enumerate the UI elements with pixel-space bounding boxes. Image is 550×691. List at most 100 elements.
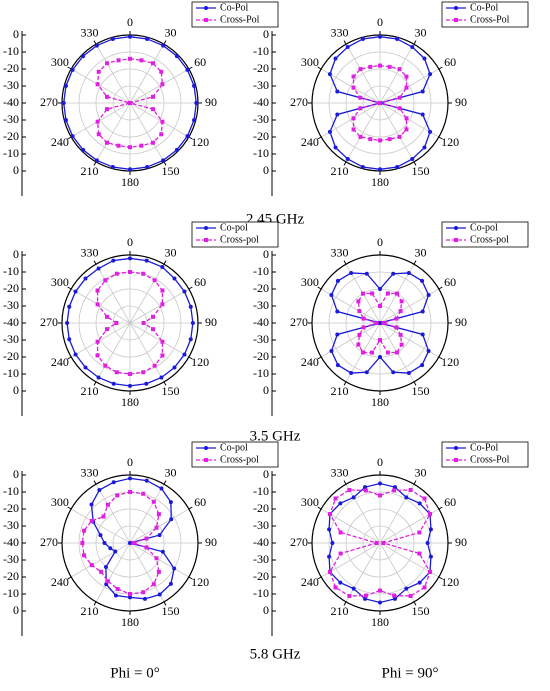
marker (364, 271, 369, 276)
marker (89, 502, 94, 507)
marker (150, 94, 155, 99)
marker (89, 518, 94, 523)
marker (128, 592, 132, 596)
column-label: Phi = 90° (382, 665, 439, 681)
angle-tick (317, 66, 322, 70)
angle-tick (343, 260, 347, 265)
legend-marker (454, 6, 458, 10)
marker (73, 289, 78, 294)
marker (96, 69, 101, 74)
marker (406, 371, 411, 376)
angle-label: 180 (121, 615, 139, 629)
row-label: 5.8 GHz (250, 646, 301, 662)
angle-label: 60 (194, 275, 206, 289)
radial-tick-label: -10 (3, 366, 19, 380)
marker (406, 270, 411, 275)
marker (156, 569, 161, 574)
marker (363, 488, 368, 493)
marker (361, 291, 365, 296)
marker (154, 525, 159, 530)
marker (347, 487, 352, 492)
marker (95, 302, 100, 307)
radial-tick-label: -10 (3, 484, 19, 498)
marker (338, 580, 343, 585)
marker (417, 530, 422, 535)
marker (422, 145, 427, 150)
angle-label: 90 (455, 95, 467, 109)
angle-label: 240 (301, 135, 319, 149)
radial-tick-label: -30 (3, 78, 19, 92)
marker (159, 132, 164, 137)
marker (338, 551, 343, 556)
marker (425, 541, 430, 545)
marker (335, 363, 340, 368)
marker (327, 512, 332, 517)
marker (426, 292, 431, 297)
marker (141, 321, 146, 325)
marker (392, 485, 397, 490)
marker (397, 106, 402, 111)
marker (351, 127, 356, 132)
marker (114, 271, 119, 276)
angle-label: 120 (441, 355, 459, 369)
radial-tick-label: -30 (253, 78, 269, 92)
angle-tick (317, 506, 322, 510)
legend-marker (454, 226, 458, 230)
angle-tick (317, 286, 322, 290)
radial-tick-label: -10 (3, 586, 19, 600)
angle-label: 210 (331, 604, 349, 618)
legend-marker (204, 6, 208, 10)
marker (378, 355, 382, 359)
angle-tick (67, 356, 72, 360)
marker (378, 321, 382, 325)
marker (410, 45, 415, 50)
radial-tick-label: 0 (263, 247, 269, 261)
marker (81, 54, 86, 59)
grid-spoke (95, 263, 131, 324)
marker (141, 491, 146, 496)
angle-label: 180 (371, 615, 389, 629)
marker (333, 585, 338, 590)
marker (420, 89, 425, 94)
marker (345, 156, 350, 161)
angle-tick (188, 136, 193, 140)
marker (103, 363, 108, 368)
marker (110, 36, 115, 41)
angle-tick (188, 286, 193, 290)
angle-label: 180 (371, 175, 389, 189)
angle-label: 90 (455, 535, 467, 549)
marker (417, 551, 422, 556)
marker (422, 496, 427, 501)
marker (378, 63, 382, 68)
marker (185, 67, 190, 72)
angle-label: 210 (81, 164, 99, 178)
angle-label: 210 (81, 604, 99, 618)
marker (428, 512, 433, 517)
radial-tick-label: -10 (253, 264, 269, 278)
marker (157, 592, 162, 597)
marker (327, 527, 332, 532)
marker (128, 476, 132, 481)
angle-label: 60 (444, 495, 456, 509)
angle-label: 120 (191, 575, 209, 589)
grid-spoke (379, 43, 415, 104)
marker (82, 528, 87, 533)
marker (159, 486, 164, 491)
angle-tick (188, 506, 193, 510)
marker (192, 83, 197, 88)
radial-tick-label: -10 (253, 146, 269, 160)
radial-tick-label: -30 (253, 552, 269, 566)
marker (160, 265, 165, 270)
marker (395, 36, 400, 41)
marker (333, 145, 338, 150)
grid-spoke (70, 288, 131, 324)
angle-tick (413, 161, 417, 166)
marker (426, 349, 431, 354)
marker (128, 595, 132, 600)
marker (105, 327, 110, 332)
marker (94, 43, 99, 48)
grid-spoke (345, 542, 381, 603)
marker (378, 481, 382, 486)
grid-spoke (95, 322, 131, 383)
